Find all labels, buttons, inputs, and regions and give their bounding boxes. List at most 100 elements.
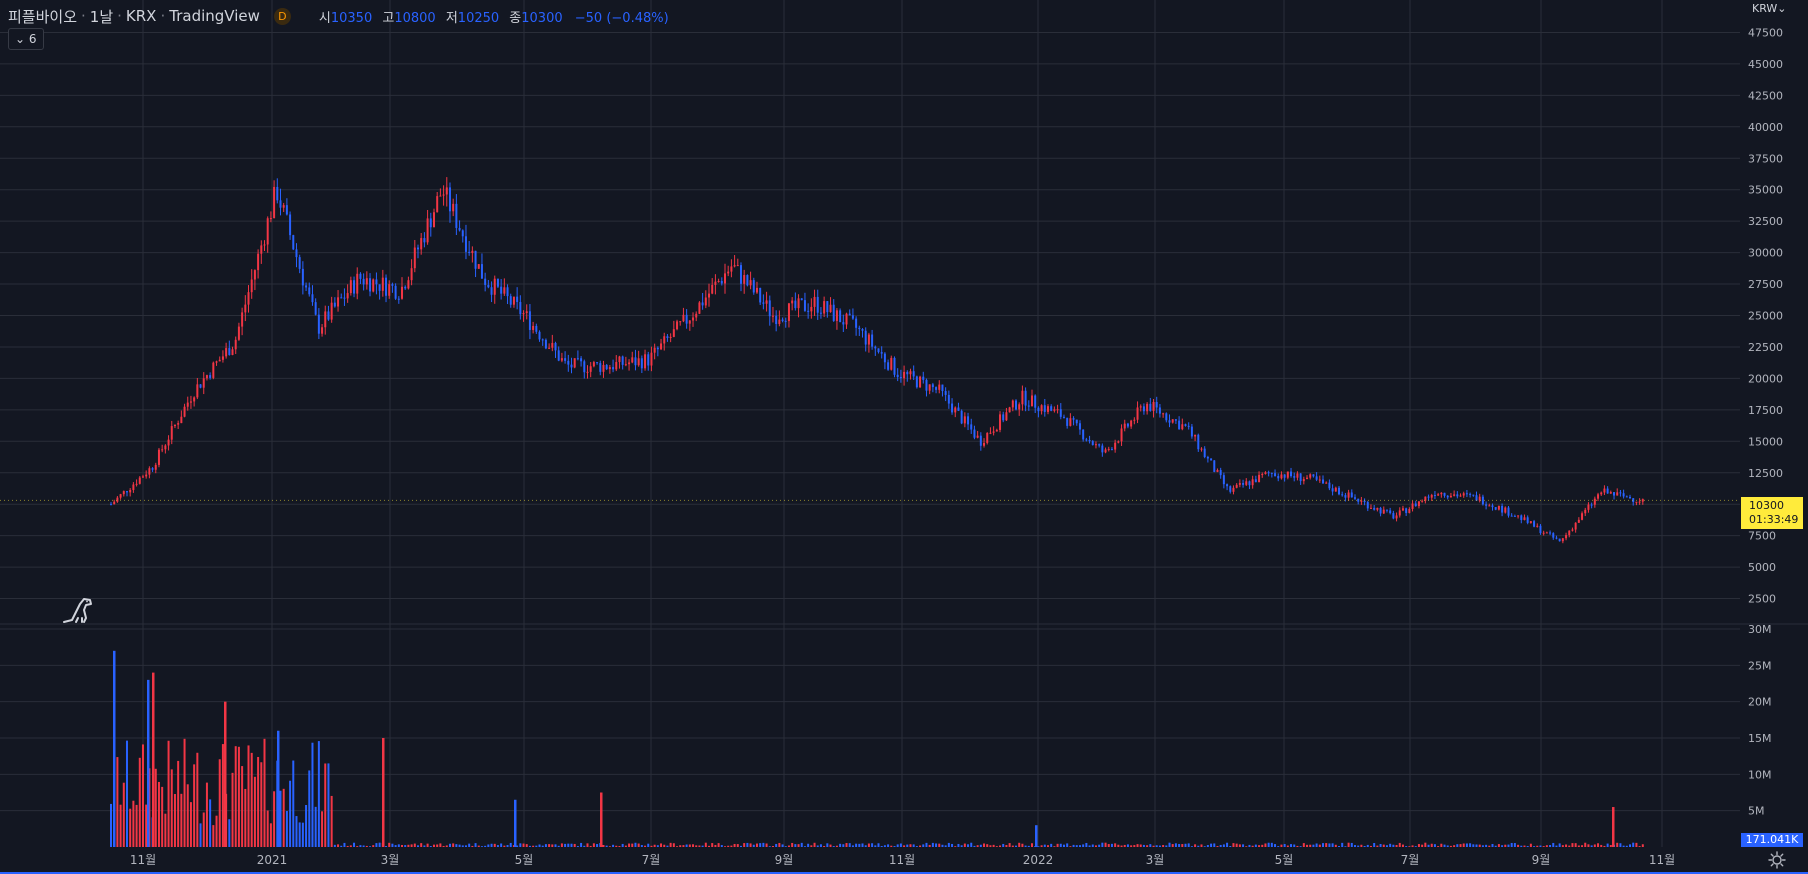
volume-bar [1507, 844, 1510, 847]
candle-body [564, 358, 567, 361]
volume-bar [417, 845, 419, 847]
volume-bar [794, 844, 797, 847]
candle-body [1590, 504, 1593, 506]
volume-bar [1056, 843, 1059, 847]
volume-bar [701, 845, 704, 847]
volume-bar [250, 752, 253, 847]
candle-body [1507, 507, 1510, 516]
candle-body [733, 265, 736, 267]
candle-body [113, 501, 116, 505]
candle-body [1270, 472, 1273, 474]
candle-body [1600, 492, 1603, 495]
interval-label[interactable]: 1날 [89, 7, 114, 26]
volume-bar [1203, 846, 1206, 847]
volume-bar [407, 844, 410, 847]
candle-body [1369, 507, 1372, 509]
candle-body [119, 494, 122, 498]
volume-bar [1632, 842, 1635, 847]
candle-body [1638, 501, 1641, 503]
volume-bar [1533, 846, 1536, 847]
candle-body [378, 284, 381, 291]
volume-bar [1529, 843, 1532, 847]
candle-body [193, 397, 196, 402]
candle-body [1401, 508, 1404, 511]
candle-body [343, 297, 346, 299]
candle-body [253, 270, 256, 280]
candle-body [276, 186, 279, 201]
volume-bar [1322, 843, 1325, 847]
candle-body [1238, 483, 1241, 485]
candle-body [1465, 493, 1468, 495]
volume-bar [285, 810, 288, 847]
volume-bar [548, 844, 551, 847]
volume-bar [628, 843, 631, 847]
candle-body [621, 356, 624, 365]
time-axis[interactable]: 11월 2021 3월 5월 7월 9월 11월 2022 3월 5월 7월 9월 11월 [130, 853, 1675, 867]
candle-body [589, 366, 592, 372]
volume-bar [765, 843, 768, 847]
volume-bar [458, 844, 461, 847]
candle-body [653, 347, 656, 353]
candle-body [538, 331, 541, 340]
volume-bar [1504, 844, 1507, 847]
volume-bar [1577, 845, 1580, 847]
time-tick-label: 5월 [1275, 853, 1294, 867]
volume-bar [947, 842, 950, 847]
volume-axis[interactable]: 30M 25M 20M 15M 10M 5M [1748, 623, 1772, 818]
volume-bar [522, 843, 525, 847]
volume-bar [807, 843, 810, 847]
volume-bar [576, 846, 579, 847]
candle-body [580, 358, 583, 362]
dinosaur-logo-icon[interactable] [62, 596, 94, 626]
volume-bar [1376, 845, 1379, 847]
high-value: 10800 [394, 10, 436, 26]
volume-bar [1338, 846, 1340, 847]
candle-body [784, 320, 787, 322]
candle-body [401, 286, 404, 299]
candle-body [1053, 409, 1056, 411]
volume-bar [538, 844, 541, 847]
volume-bar [448, 843, 451, 847]
symbol-name[interactable]: 피플바이오 [8, 7, 78, 26]
volume-bar [1465, 843, 1468, 847]
price-tick-label: 42500 [1748, 89, 1783, 102]
delayed-badge[interactable]: D [273, 7, 291, 25]
volume-bar [1101, 842, 1104, 847]
candle-body [883, 353, 886, 363]
volume-bar [385, 846, 388, 847]
candle-body [1245, 481, 1248, 485]
volume-bar [874, 845, 877, 847]
volume-bar [906, 844, 909, 847]
candle-body [455, 203, 458, 228]
volume-bar [1539, 845, 1542, 847]
candle-body [298, 257, 301, 269]
volume-bar [1552, 842, 1555, 847]
currency-selector[interactable]: KRW⌄ [1752, 2, 1787, 15]
candle-body [570, 364, 573, 368]
candle-body [1075, 419, 1078, 424]
volume-bar [177, 760, 180, 847]
volume-bar [711, 843, 714, 847]
volume-bar [244, 788, 247, 847]
volume-bar [1235, 843, 1238, 847]
volume-bar [1133, 845, 1136, 847]
candle-body [903, 371, 906, 379]
candle-body [1142, 406, 1145, 412]
candle-body [1181, 424, 1184, 430]
candle-body [1491, 505, 1494, 508]
volume-bar [1165, 845, 1168, 847]
volume-bar [1107, 844, 1110, 847]
candle-body [458, 227, 461, 231]
candle-body [1226, 484, 1229, 487]
candle-body [717, 281, 720, 283]
volume-bar [778, 842, 781, 847]
exchange-label: KRX [125, 7, 157, 25]
candle-body [957, 407, 960, 411]
candle-body [500, 286, 503, 294]
indicators-collapse-button[interactable]: ⌄ 6 [8, 28, 44, 50]
candle-body [407, 280, 410, 289]
candle-body [436, 196, 439, 213]
gear-icon[interactable] [1768, 851, 1786, 869]
volume-bar [851, 845, 854, 847]
